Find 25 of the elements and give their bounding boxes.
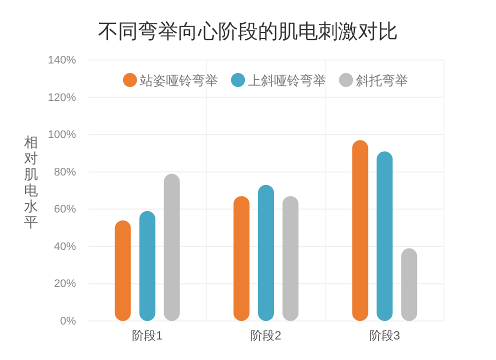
y-tick-label: 140% — [48, 54, 76, 67]
bar — [114, 220, 131, 321]
y-tick-label: 60% — [54, 204, 76, 216]
y-tick-label: 20% — [54, 278, 76, 290]
bar — [164, 174, 180, 321]
bar — [234, 196, 250, 321]
bar — [376, 151, 393, 321]
y-tick-label: 100% — [48, 129, 76, 142]
y-tick-label: 0% — [60, 316, 76, 328]
bar — [139, 211, 156, 321]
bar — [282, 196, 298, 321]
bar — [258, 184, 274, 321]
bar — [401, 248, 418, 321]
x-tick-label: 阶段3 — [369, 328, 400, 343]
x-tick-label: 阶段2 — [250, 328, 282, 343]
x-tick-label: 阶段1 — [132, 328, 163, 343]
legend-label: 上斜哑铃弯举 — [248, 73, 326, 89]
chart-title: 不同弯举向心阶段的肌电刺激对比 — [98, 19, 398, 43]
y-axis-title: 相对肌电水平 — [24, 135, 38, 231]
y-tick-label: 120% — [48, 92, 76, 104]
y-tick-label: 80% — [54, 166, 76, 178]
legend-label: 站姿哑铃弯举 — [140, 73, 218, 89]
bar — [352, 140, 368, 321]
legend-label: 斜托弯举 — [356, 73, 408, 89]
y-tick-label: 40% — [54, 240, 76, 253]
